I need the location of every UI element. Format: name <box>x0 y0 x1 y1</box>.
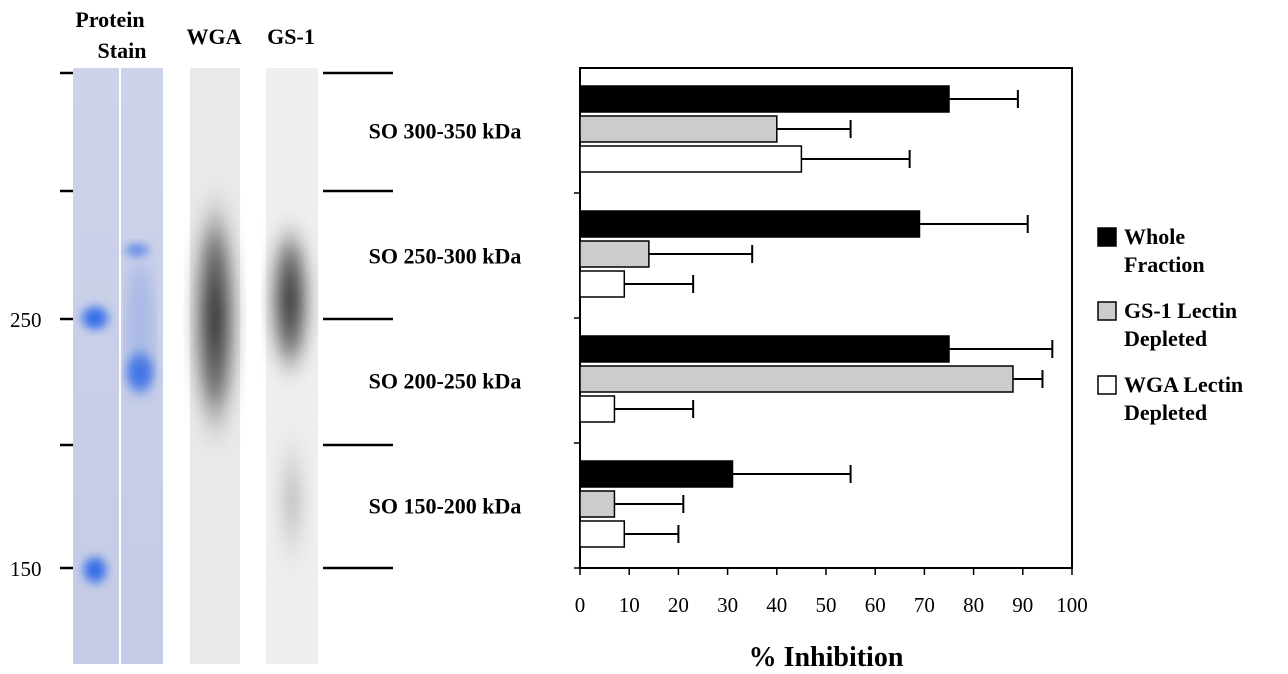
x-tick-label: 10 <box>619 593 640 617</box>
protein-stain-header-line1: Protein <box>75 7 144 32</box>
x-tick-label: 90 <box>1012 593 1033 617</box>
gs1-header: GS-1 <box>267 24 315 49</box>
x-tick-label: 30 <box>717 593 738 617</box>
x-ticks: 0 10 20 30 40 50 60 70 80 90 100 <box>575 568 1088 617</box>
bar <box>579 365 1014 393</box>
bar <box>579 115 778 143</box>
marker-label-150: 150 <box>10 557 42 581</box>
x-tick-label: 40 <box>766 593 787 617</box>
gs1-blot-lane <box>266 68 318 664</box>
legend-label: Fraction <box>1124 252 1205 277</box>
bar <box>579 270 626 298</box>
marker-label-250: 250 <box>10 308 42 332</box>
wga-blot-lane <box>189 68 241 664</box>
bar <box>579 335 950 363</box>
y-ticks <box>574 192 580 569</box>
bar <box>579 85 950 113</box>
bar <box>579 395 616 423</box>
category-label: SO 250-300 kDa <box>369 244 522 269</box>
protein-band <box>77 302 113 334</box>
fraction-boundary-lines <box>60 71 393 570</box>
protein-stain-gel <box>73 68 163 664</box>
legend-label: WGA Lectin <box>1124 372 1243 397</box>
legend-label: Depleted <box>1124 326 1207 351</box>
wga-header: WGA <box>187 24 242 49</box>
legend-swatch <box>1097 301 1117 321</box>
bar <box>579 240 650 268</box>
category-label: SO 150-200 kDa <box>369 494 522 519</box>
bar <box>579 490 616 518</box>
x-tick-label: 60 <box>865 593 886 617</box>
wga-blot-signal <box>189 178 241 458</box>
protein-band <box>121 241 153 259</box>
legend: Whole Fraction GS-1 Lectin Depleted WGA Lect… <box>1097 224 1243 425</box>
bar <box>579 460 734 488</box>
x-axis-title: % Inhibition <box>749 642 904 673</box>
legend-label: Whole <box>1124 224 1185 249</box>
protein-band <box>79 552 111 588</box>
x-tick-label: 100 <box>1056 593 1088 617</box>
category-label: SO 200-250 kDa <box>369 369 522 394</box>
bar <box>579 520 626 548</box>
protein-stain-header-line2: Stain <box>98 38 147 63</box>
x-tick-label: 20 <box>668 593 689 617</box>
bar <box>579 145 803 173</box>
gs1-blot-signal <box>266 210 314 390</box>
plot-frame <box>579 67 1073 569</box>
error-bars <box>614 90 1054 543</box>
x-tick-label: 80 <box>963 593 984 617</box>
x-tick-label: 0 <box>575 593 586 617</box>
bars <box>579 85 1014 548</box>
bar-chart: 0 10 20 30 40 50 60 70 80 90 100 % Inhibition <box>574 67 1088 673</box>
protein-smear <box>126 260 154 400</box>
gs1-blot-tail <box>274 410 310 590</box>
legend-label: Depleted <box>1124 400 1207 425</box>
x-tick-label: 70 <box>914 593 935 617</box>
x-tick-label: 50 <box>816 593 837 617</box>
bar <box>579 210 921 238</box>
category-label: SO 300-350 kDa <box>369 119 522 144</box>
legend-swatch <box>1097 227 1117 247</box>
fraction-labels: SO 300-350 kDa SO 250-300 kDa SO 200-250 k… <box>369 119 522 519</box>
legend-label: GS-1 Lectin <box>1124 298 1237 323</box>
legend-swatch <box>1097 375 1117 395</box>
